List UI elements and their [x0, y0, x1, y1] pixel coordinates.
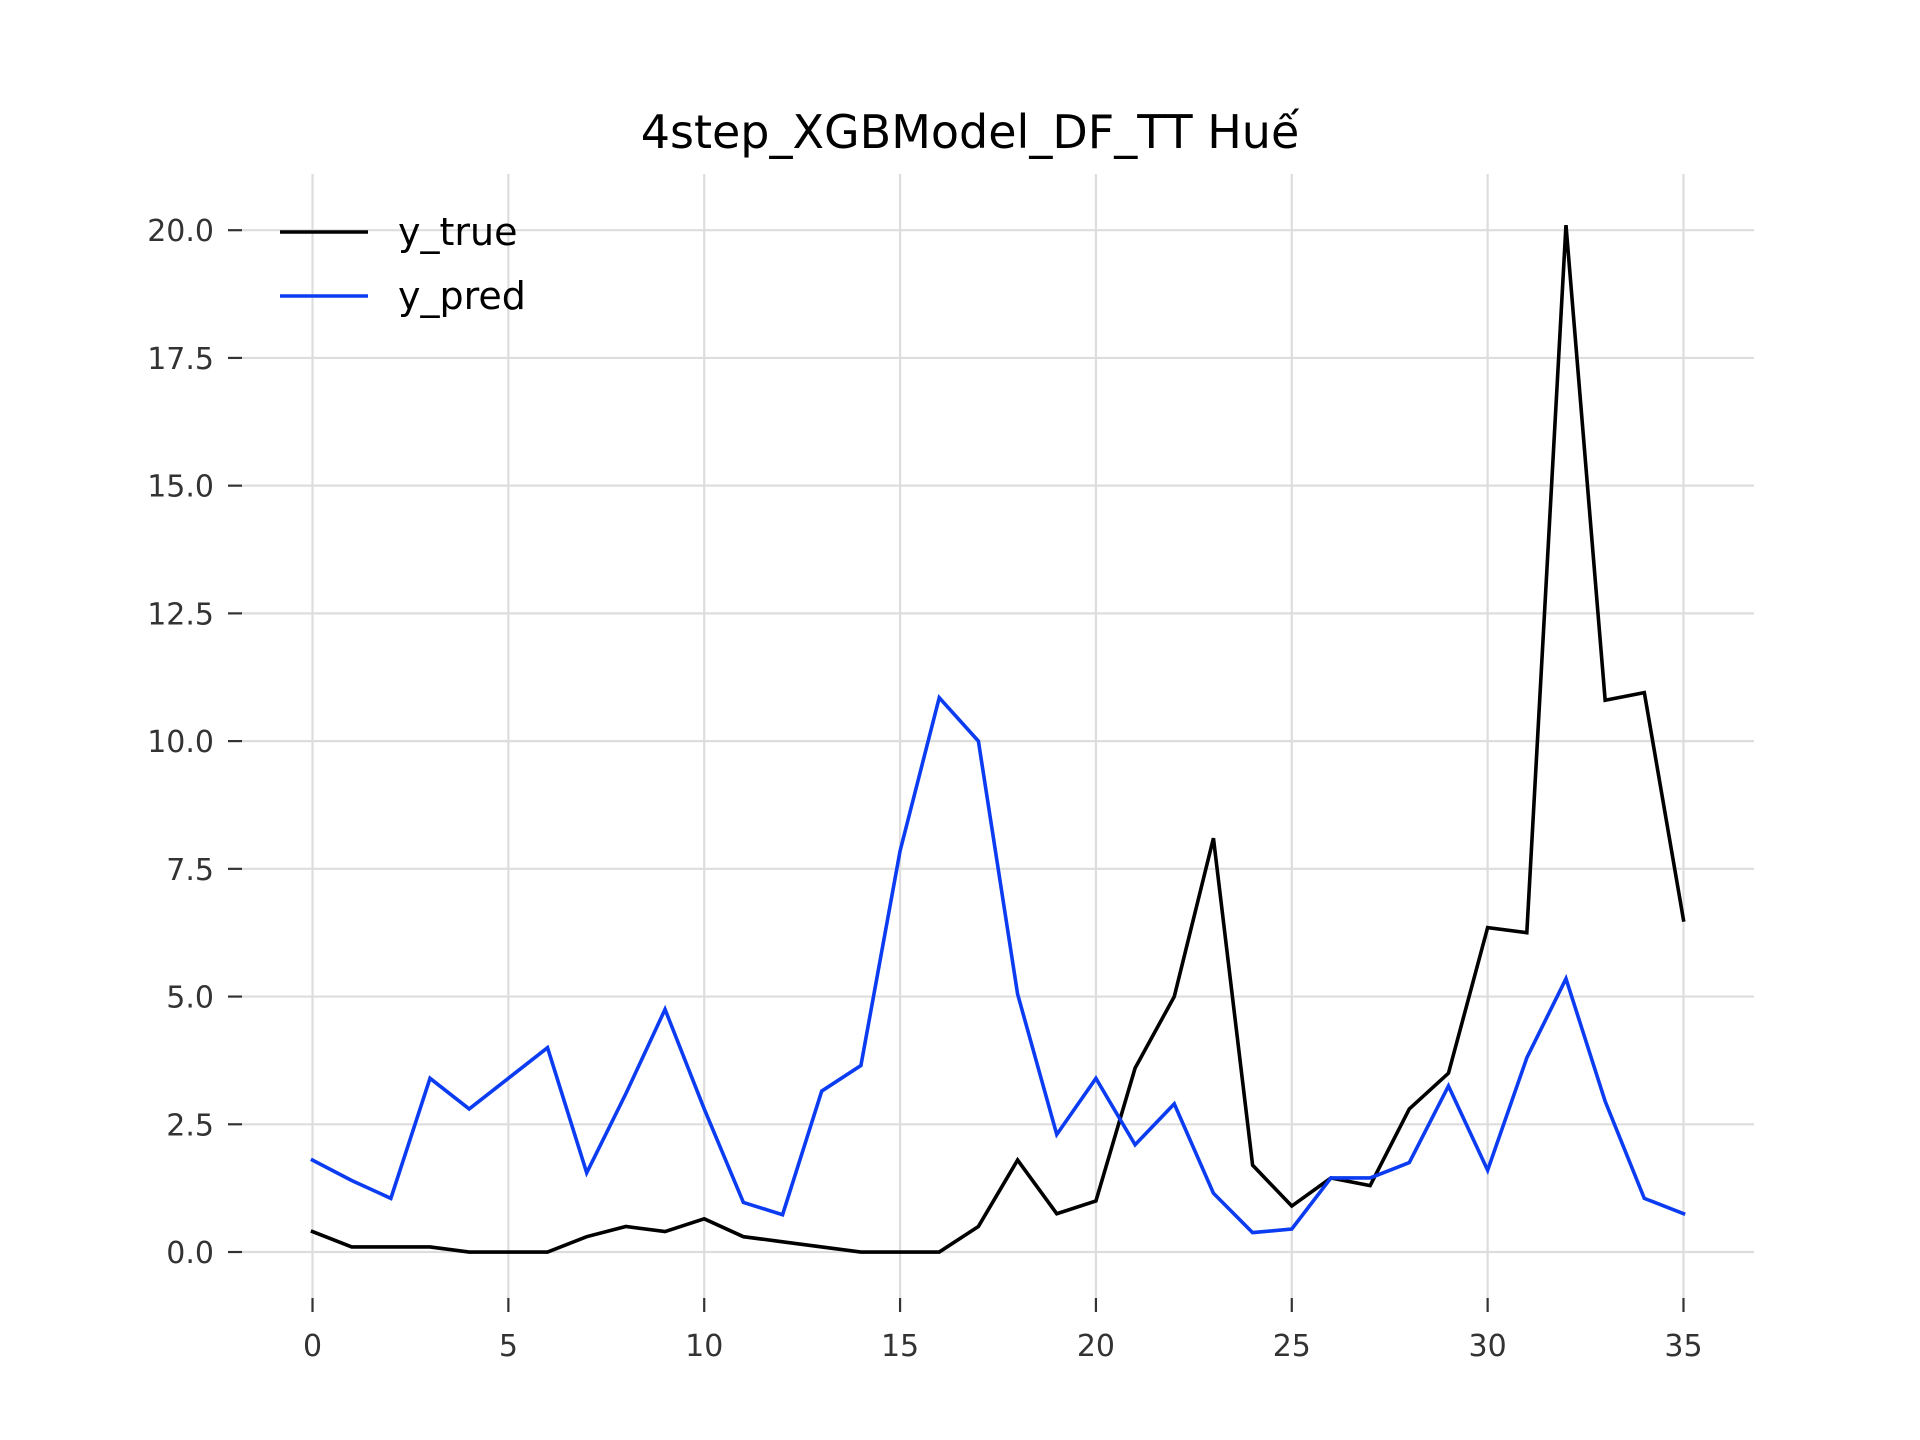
series-lines [313, 225, 1684, 1252]
y-tick-label: 10.0 [147, 725, 214, 760]
x-tick-label: 5 [499, 1329, 518, 1364]
chart-title: 4step_XGBModel_DF_TT Huế [641, 105, 1300, 159]
y-tick-label: 2.5 [166, 1108, 214, 1143]
y-tick-label: 7.5 [166, 853, 214, 888]
x-tick-label: 10 [685, 1329, 723, 1364]
x-tick-label: 30 [1469, 1329, 1507, 1364]
y-tick-label: 20.0 [147, 214, 214, 249]
x-tick-label: 0 [303, 1329, 322, 1364]
y-tick-label: 5.0 [166, 981, 214, 1016]
series-line-y-true [313, 225, 1684, 1252]
y-tick-label: 15.0 [147, 470, 214, 505]
x-tick-label: 25 [1273, 1329, 1311, 1364]
y-tick-label: 17.5 [147, 342, 214, 377]
x-tick-label: 15 [881, 1329, 919, 1364]
axis-ticks: 0.0 2.5 5.0 7.5 10.0 12.5 15.0 17.5 20.0 0 5 10 15 20… [147, 214, 1702, 1364]
x-tick-label: 35 [1664, 1329, 1702, 1364]
y-tick-label: 0.0 [166, 1236, 214, 1271]
grid [242, 174, 1754, 1298]
legend-label-y-true: y_true [398, 210, 517, 254]
legend: y_true y_pred [280, 210, 526, 318]
legend-label-y-pred: y_pred [398, 274, 526, 318]
x-tick-label: 20 [1077, 1329, 1115, 1364]
y-tick-label: 12.5 [147, 597, 214, 632]
